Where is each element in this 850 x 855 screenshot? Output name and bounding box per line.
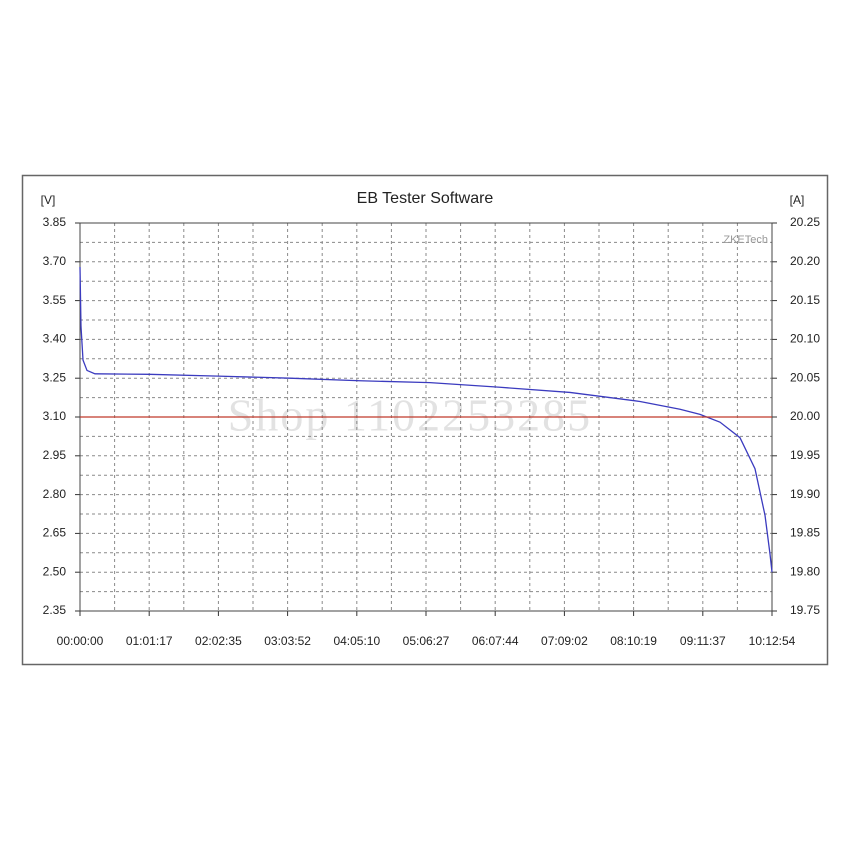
y-tick-label: 3.40 [43,332,67,346]
y2-tick-label: 20.00 [790,409,820,423]
x-tick-label: 09:11:37 [680,634,726,648]
y2-tick-label: 19.90 [790,487,820,501]
y2-tick-label: 20.10 [790,332,820,346]
y2-tick-label: 20.25 [790,215,820,229]
chart-title: EB Tester Software [357,190,494,207]
x-tick-label: 08:10:19 [610,634,657,648]
y-tick-label: 2.80 [43,487,67,501]
x-tick-label: 02:02:35 [195,634,242,648]
x-tick-label: 10:12:54 [749,634,796,648]
y-tick-label: 2.65 [43,526,67,540]
y-tick-label: 3.70 [43,254,67,268]
frame [21,174,829,666]
annotation: ZKETech [723,234,768,246]
y2-tick-label: 19.85 [790,526,820,540]
x-tick-label: 04:05:10 [333,634,380,648]
x-tick-label: 03:03:52 [264,634,311,648]
y-tick-label: 3.55 [43,293,67,307]
y2-tick-label: 19.80 [790,564,820,578]
y2-tick-label: 19.75 [790,603,820,617]
y-tick-label: 3.25 [43,370,67,384]
y-tick-label: 2.50 [43,564,67,578]
y2-axis-label: [A] [790,193,805,207]
y-tick-label: 3.85 [43,215,67,229]
y2-tick-label: 19.95 [790,448,820,462]
x-tick-label: 07:09:02 [541,634,588,648]
x-tick-label: 06:07:44 [472,634,519,648]
series-line [79,266,773,573]
y-axis-label: [V] [41,193,56,207]
y-tick-label: 2.35 [43,603,67,617]
x-tick-label: 01:01:17 [126,634,173,648]
y2-tick-label: 20.15 [790,293,820,307]
y-tick-label: 2.95 [43,448,67,462]
y-tick-label: 3.10 [43,409,67,423]
x-tick-label: 05:06:27 [403,634,450,648]
y2-tick-label: 20.05 [790,370,820,384]
y2-tick-label: 20.20 [790,254,820,268]
x-tick-label: 00:00:00 [57,634,104,648]
